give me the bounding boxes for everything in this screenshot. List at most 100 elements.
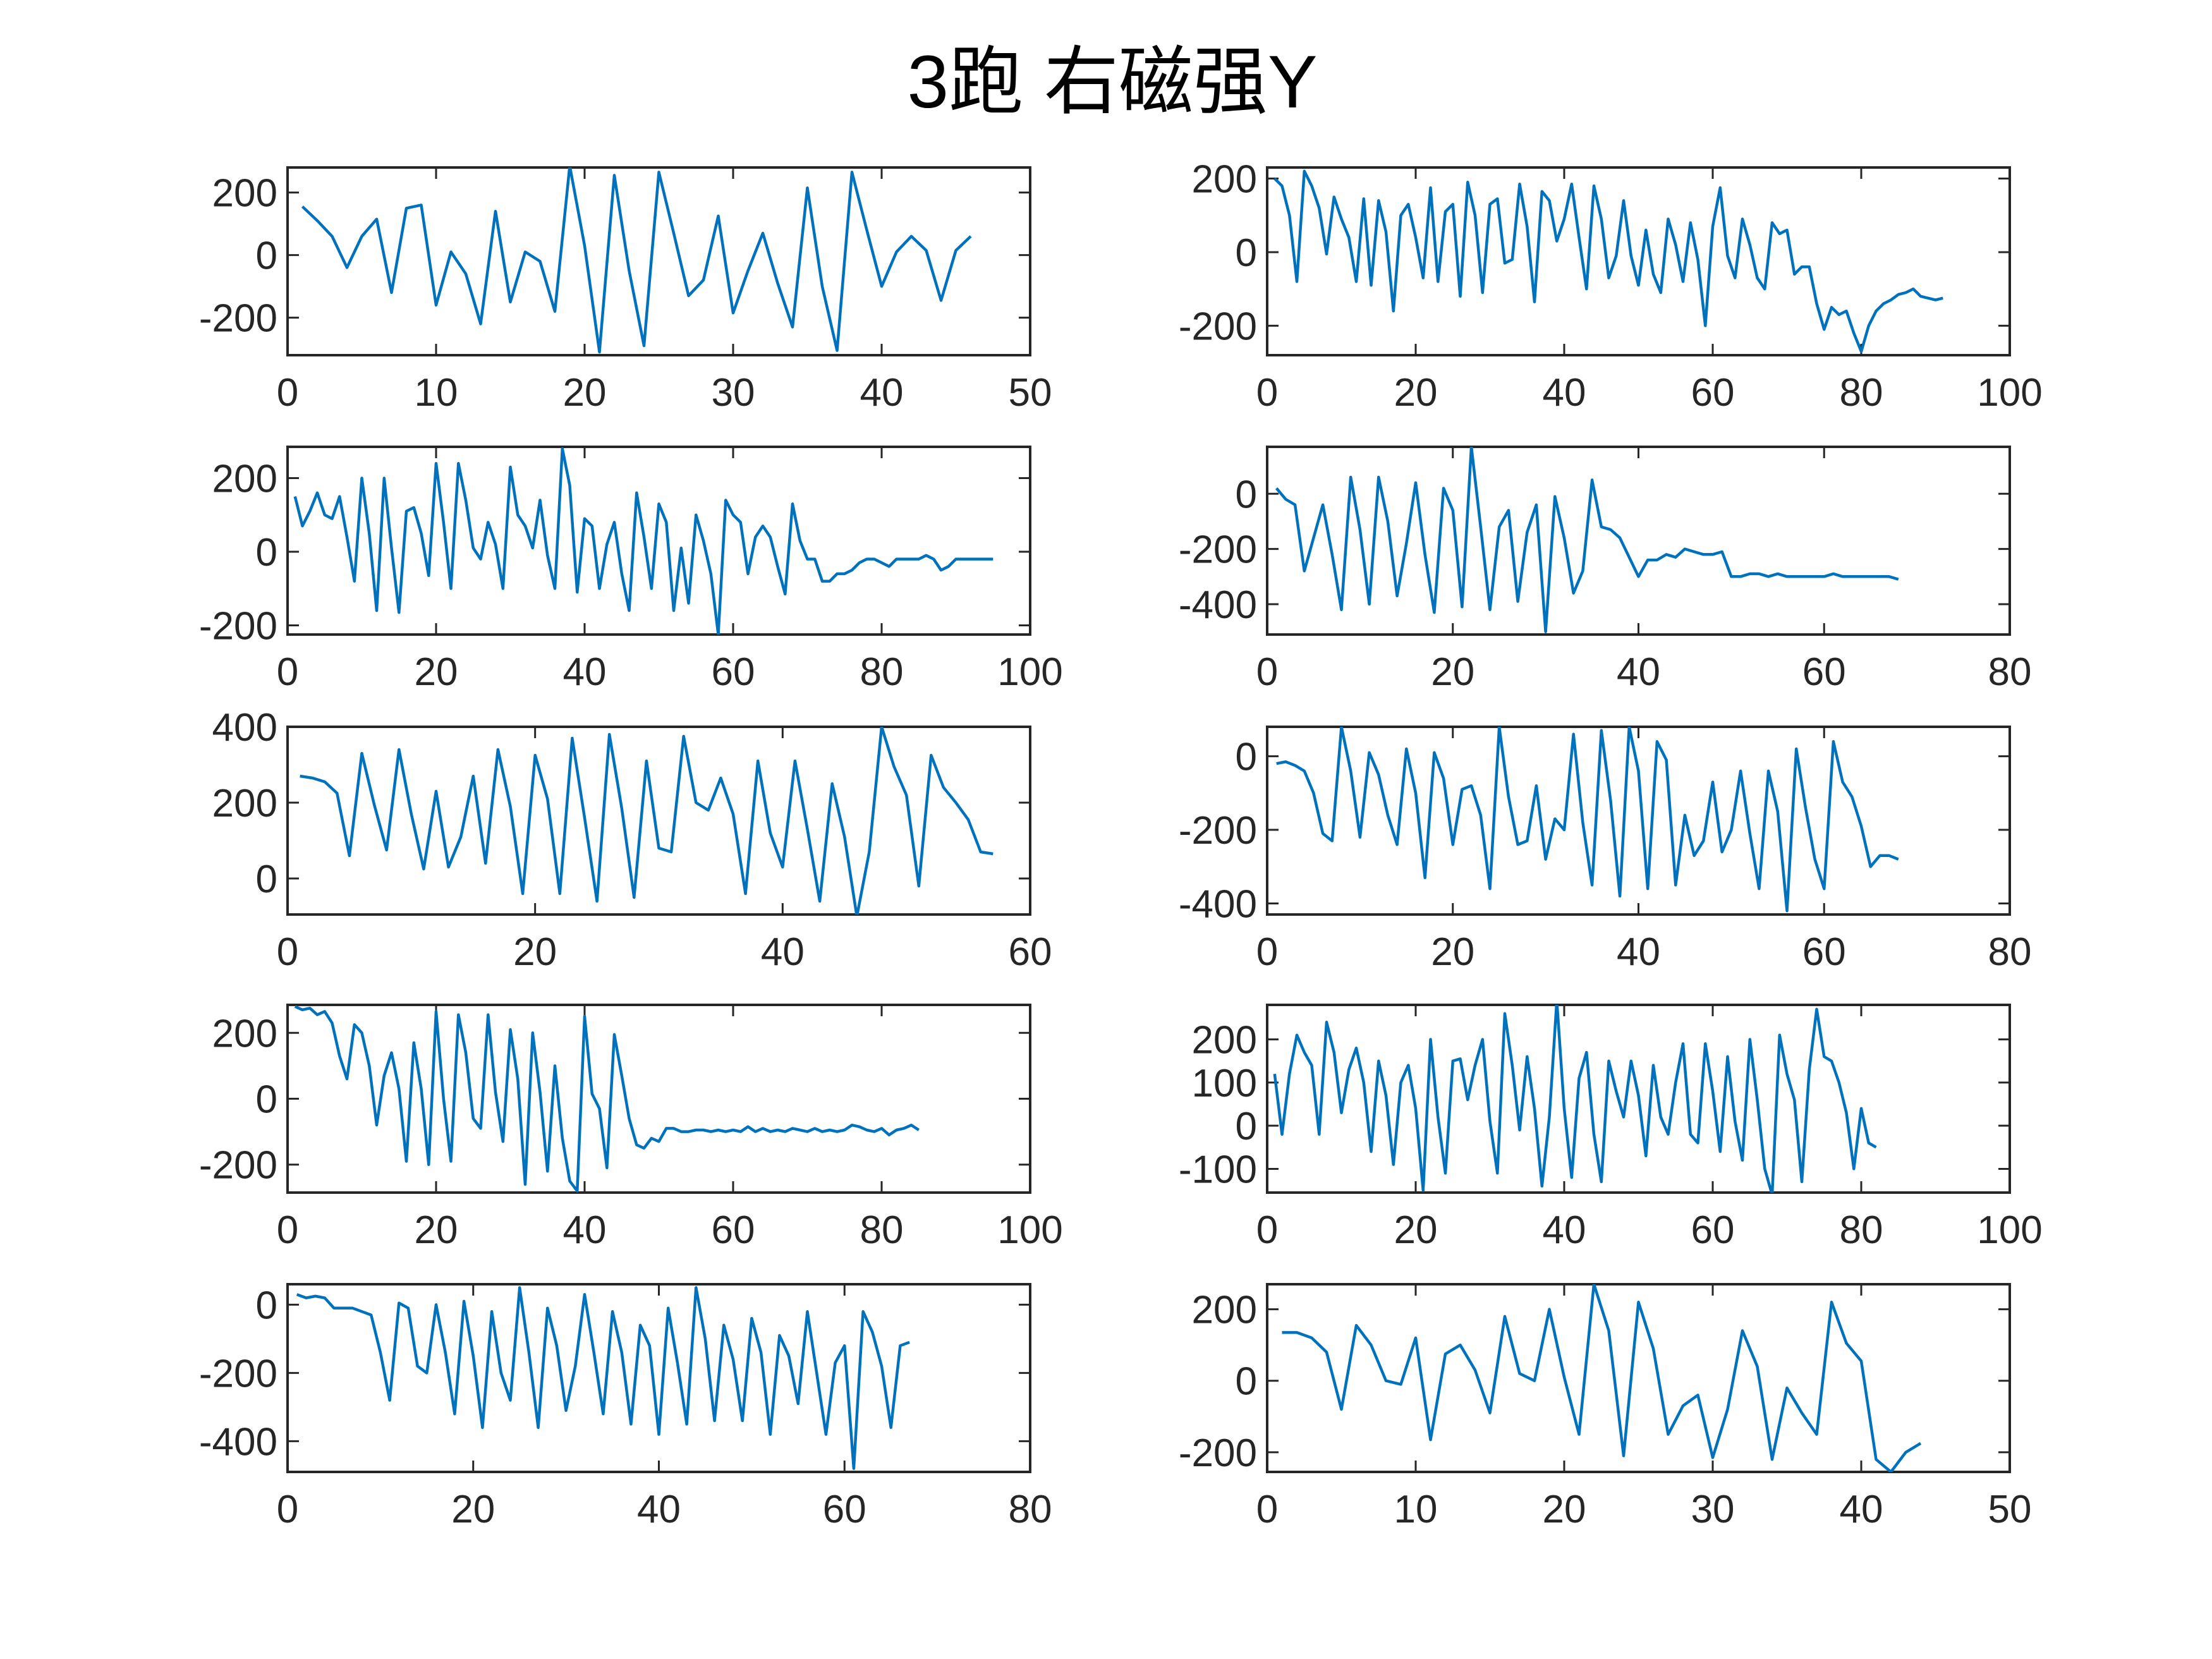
- subplot-2-xtick-label: 20: [1394, 371, 1438, 415]
- subplot-7-series-line: [294, 1005, 920, 1193]
- subplot-2-axes-box: [1266, 166, 2011, 356]
- subplot-2-series-line: [1273, 169, 1943, 353]
- subplot-8-xtick-label: 80: [1840, 1208, 1883, 1252]
- subplot-8-series-line: [1273, 1005, 1877, 1193]
- subplot-2-ytick-label: 0: [1236, 231, 1257, 275]
- subplot-10-series-line: [1282, 1284, 1922, 1472]
- subplot-3-ytick-label: 200: [212, 458, 277, 501]
- subplot-3-xtick-label: 60: [712, 650, 755, 694]
- subplot-1-ytick-label: 0: [256, 234, 277, 278]
- subplot-8-ytick-label: 0: [1236, 1105, 1257, 1148]
- subplot-6-axes-box: [1266, 726, 2011, 916]
- subplot-7-xtick-label: 0: [277, 1208, 298, 1252]
- subplot-8-ytick-label: -100: [1179, 1148, 1257, 1191]
- subplot-6-ytick-label: 0: [1236, 736, 1257, 779]
- subplot-10-xtick-label: 40: [1840, 1488, 1883, 1531]
- subplot-3-xtick-label: 40: [563, 650, 607, 694]
- subplot-6-xtick-label: 80: [1988, 930, 2032, 974]
- subplot-3-axes-box: [286, 446, 1031, 636]
- subplot-9: 0 20 40 60 80 -400 -200 0: [199, 1283, 1052, 1531]
- subplot-10-xtick-label: 20: [1543, 1488, 1586, 1531]
- subplot-5-ytick-label: 200: [212, 782, 277, 825]
- subplot-8-xtick-label: 0: [1256, 1208, 1278, 1252]
- subplot-2-xtick-label: 0: [1256, 371, 1278, 415]
- subplot-6-xtick-label: 20: [1431, 930, 1474, 974]
- subplot-8-xtick-label: 20: [1394, 1208, 1438, 1252]
- subplot-1-xtick-label: 40: [860, 371, 904, 415]
- subplot-10: 0 10 20 30 40 50 -200 0 200: [1179, 1283, 2032, 1531]
- subplot-7-xtick-label: 40: [563, 1208, 607, 1252]
- subplot-3-xtick-label: 0: [277, 650, 298, 694]
- subplot-9-ytick-label: 0: [256, 1284, 277, 1327]
- subplot-9-ytick-label: -400: [199, 1420, 277, 1464]
- subplot-7-ytick-label: 200: [212, 1012, 277, 1055]
- subplot-1-xtick-label: 30: [712, 371, 755, 415]
- figure-title: 3跑 右磁强Y: [907, 40, 1317, 124]
- subplot-4-xtick-label: 80: [1988, 650, 2032, 694]
- subplot-8-ytick-label: 200: [1192, 1019, 1257, 1062]
- subplot-7-ytick-label: -200: [199, 1144, 277, 1188]
- subplot-3-ytick-label: 0: [256, 531, 277, 574]
- subplot-3-xtick-label: 80: [860, 650, 904, 694]
- subplot-7-ytick-label: 0: [256, 1078, 277, 1122]
- subplot-2-ytick-label: -200: [1179, 305, 1257, 348]
- subplot-6: 0 20 40 60 80 -400 -200 0: [1179, 726, 2032, 974]
- subplot-2-xtick-label: 40: [1543, 371, 1586, 415]
- subplot-5-xtick-label: 20: [513, 930, 557, 974]
- subplot-4-xtick-label: 40: [1617, 650, 1660, 694]
- subplot-3-xtick-label: 100: [997, 650, 1062, 694]
- subplot-4-xtick-label: 60: [1802, 650, 1846, 694]
- subplot-4: 0 20 40 60 80 -400 -200 0: [1179, 446, 2032, 694]
- subplot-6-ytick-label: -200: [1179, 809, 1257, 853]
- subplot-10-xtick-label: 10: [1394, 1488, 1438, 1531]
- subplot-7-xtick-label: 100: [997, 1208, 1062, 1252]
- subplot-2-xtick-label: 100: [1977, 371, 2042, 415]
- subplot-6-xtick-label: 40: [1617, 930, 1660, 974]
- subplot-1-axes-box: [286, 166, 1031, 356]
- subplot-3-series-line: [293, 447, 994, 635]
- subplot-1-xtick-label: 20: [563, 371, 607, 415]
- subplot-9-series-line: [296, 1286, 910, 1470]
- subplot-10-xtick-label: 50: [1988, 1488, 2032, 1531]
- subplot-9-ytick-label: -200: [199, 1352, 277, 1395]
- subplot-4-xtick-label: 20: [1431, 650, 1474, 694]
- subplot-9-xtick-label: 40: [637, 1488, 681, 1531]
- subplot-5-xtick-label: 0: [277, 930, 298, 974]
- subplot-10-xtick-label: 30: [1691, 1488, 1735, 1531]
- subplot-3-ytick-label: -200: [199, 604, 277, 648]
- subplot-10-ytick-label: -200: [1179, 1431, 1257, 1475]
- subplot-9-xtick-label: 0: [277, 1488, 298, 1531]
- subplot-1-series-line: [301, 167, 972, 354]
- subplot-4-series-line: [1275, 447, 1899, 633]
- subplot-1-ytick-label: 200: [212, 172, 277, 216]
- subplot-5-xtick-label: 60: [1009, 930, 1052, 974]
- subplot-5-ytick-label: 0: [256, 858, 277, 901]
- subplot-1-xtick-label: 0: [277, 371, 298, 415]
- subplot-2: 0 20 40 60 80 100 -200 0 200: [1179, 157, 2043, 415]
- subplot-6-xtick-label: 0: [1256, 930, 1278, 974]
- subplot-10-ytick-label: 200: [1192, 1289, 1257, 1332]
- subplot-2-ytick-label: 200: [1192, 157, 1257, 201]
- subplot-10-xtick-label: 0: [1256, 1488, 1278, 1531]
- subplot-2-xtick-label: 60: [1691, 371, 1735, 415]
- subplot-7-xtick-label: 60: [712, 1208, 755, 1252]
- subplot-5-xtick-label: 40: [761, 930, 805, 974]
- subplot-1-ytick-label: -200: [199, 297, 277, 341]
- subplot-7-xtick-label: 20: [415, 1208, 458, 1252]
- subplot-8-ytick-label: 100: [1192, 1062, 1257, 1105]
- subplot-3-xtick-label: 20: [415, 650, 458, 694]
- subplot-2-xtick-label: 80: [1840, 371, 1883, 415]
- subplot-9-xtick-label: 80: [1009, 1488, 1052, 1531]
- subplot-4-axes-box: [1266, 446, 2011, 636]
- subplot-8-xtick-label: 40: [1543, 1208, 1586, 1252]
- subplot-4-ytick-label: 0: [1236, 473, 1257, 516]
- subplot-1-xtick-label: 50: [1009, 371, 1052, 415]
- subplot-5-series-line: [300, 727, 994, 915]
- subplot-4-xtick-label: 0: [1256, 650, 1278, 694]
- subplot-9-axes-box: [286, 1283, 1031, 1473]
